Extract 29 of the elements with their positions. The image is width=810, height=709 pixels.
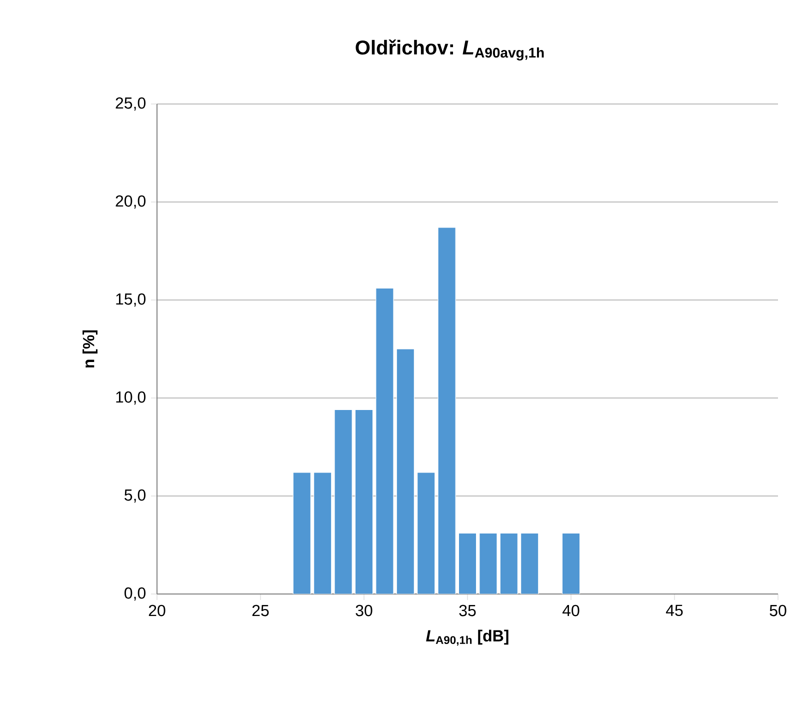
y-tick-label: 10,0 xyxy=(116,391,146,405)
bar xyxy=(417,472,436,594)
y-tick-label: 25,0 xyxy=(116,97,146,111)
x-tick-label: 40 xyxy=(562,604,580,616)
bar xyxy=(334,409,352,594)
y-tick-label: 0,0 xyxy=(124,587,146,601)
bar xyxy=(479,532,498,594)
bar xyxy=(354,409,374,594)
x-tick-label: 35 xyxy=(459,604,476,616)
x-tick-label: 25 xyxy=(252,604,269,616)
x-tick-label: 45 xyxy=(666,604,683,616)
bar xyxy=(438,227,456,594)
bar xyxy=(458,532,477,594)
bar xyxy=(520,532,539,594)
bar xyxy=(562,532,580,594)
y-axis-title: n [%] xyxy=(82,330,98,368)
y-tick-label: 5,0 xyxy=(124,489,146,503)
y-tick-label: 20,0 xyxy=(116,195,146,209)
x-tick-label: 50 xyxy=(770,604,786,616)
bar xyxy=(314,472,332,594)
x-axis-title: L$_{A90,1h}$ [dB] xyxy=(426,630,508,646)
x-tick-label: 30 xyxy=(356,604,372,616)
x-tick-label: 20 xyxy=(148,604,166,616)
bar xyxy=(376,288,394,594)
bar xyxy=(500,532,518,594)
chart-title: Oldřichov: L$_{A90avg,1h}$ xyxy=(356,39,544,60)
bar xyxy=(292,472,311,594)
bar xyxy=(396,348,414,594)
y-tick-label: 15,0 xyxy=(116,293,146,307)
